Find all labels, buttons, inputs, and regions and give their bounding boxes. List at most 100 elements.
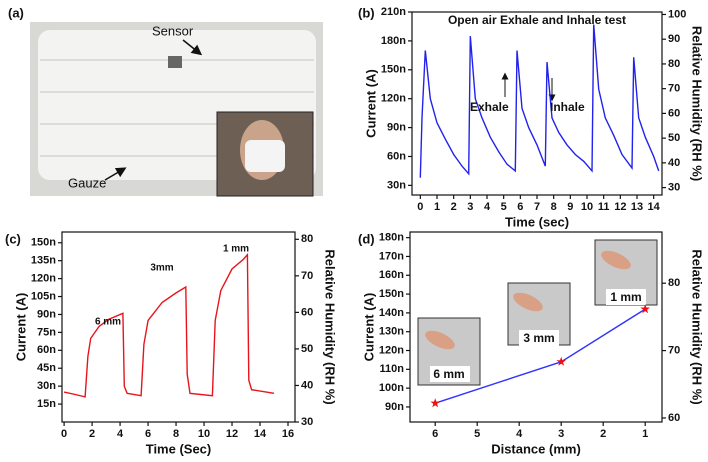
x-tick-label: 1 <box>642 428 648 440</box>
chart-title: Open air Exhale and Inhale test <box>448 13 626 27</box>
annotation: Inhale <box>550 100 585 114</box>
y2-axis-label: Relative Humidity (RH %) <box>323 249 338 404</box>
x-tick-label: 13 <box>631 201 643 213</box>
x-tick-label: 6 <box>432 428 438 440</box>
y2-tick-label: 30 <box>301 416 313 428</box>
y2-tick-label: 70 <box>668 344 680 356</box>
annotation: 3 mm <box>523 331 554 345</box>
y-tick-label: 150n <box>381 64 406 76</box>
x-tick-label: 3 <box>558 428 564 440</box>
y2-tick-label: 60 <box>301 306 313 318</box>
annotation: 1 mm <box>223 244 249 255</box>
y-tick-label: 75n <box>37 326 56 338</box>
y-tick-label: 170n <box>379 250 404 262</box>
x-tick-label: 11 <box>598 201 610 213</box>
x-tick-label: 4 <box>516 428 523 440</box>
sensor-label: Sensor <box>152 23 194 38</box>
y2-tick-label: 80 <box>668 277 680 289</box>
y-tick-label: 140n <box>379 307 404 319</box>
plot-frame <box>411 11 663 196</box>
y-axis-label: Current (A) <box>361 293 376 362</box>
x-tick-label: 12 <box>226 428 238 440</box>
x-tick-label: 10 <box>581 201 593 213</box>
finger <box>513 292 543 312</box>
annotation: 1 mm <box>610 290 641 304</box>
y-tick-label: 210n <box>381 6 406 18</box>
x-tick-label: 8 <box>551 201 557 213</box>
y-tick-label: 30n <box>387 179 406 191</box>
y-tick-label: 90n <box>385 401 404 413</box>
x-tick-label: 6 <box>517 201 523 213</box>
x-tick-label: 9 <box>567 201 573 213</box>
arrow <box>182 39 203 56</box>
star-marker <box>430 398 440 408</box>
y-axis-label: Current (A) <box>363 69 378 138</box>
panel-label: (a) <box>8 5 24 20</box>
y2-tick-label: 80 <box>668 58 680 70</box>
y-tick-label: 90n <box>387 121 406 133</box>
x-tick-label: 6 <box>145 428 151 440</box>
annotation: 3mm <box>150 263 173 274</box>
y-tick-label: 110n <box>380 363 405 375</box>
x-tick-label: 1 <box>434 201 440 213</box>
y-tick-label: 180n <box>381 35 406 47</box>
annotation: 6 mm <box>433 367 464 381</box>
x-tick-label: 10 <box>198 428 210 440</box>
panel-label: (d) <box>358 231 375 246</box>
y2-tick-label: 70 <box>301 270 313 282</box>
x-tick-label: 2 <box>451 201 457 213</box>
y-tick-label: 60n <box>37 344 56 356</box>
y2-tick-label: 50 <box>668 132 680 144</box>
y-tick-label: 150n <box>379 288 404 300</box>
arrow <box>104 167 127 181</box>
plot-frame <box>409 231 663 423</box>
y2-tick-label: 50 <box>301 343 313 355</box>
x-tick-label: 14 <box>648 201 661 213</box>
panel-label: (b) <box>358 5 375 20</box>
gauze-label: Gauze <box>68 175 106 190</box>
x-axis-label: Time (Sec) <box>146 441 212 456</box>
x-tick-label: 16 <box>282 428 294 440</box>
annotation: Exhale <box>470 100 509 114</box>
y-tick-label: 130n <box>379 326 404 338</box>
x-tick-label: 12 <box>614 201 626 213</box>
panel-label: (c) <box>5 231 21 246</box>
worn-mask <box>245 140 285 172</box>
y-tick-label: 45n <box>37 362 56 374</box>
x-tick-label: 14 <box>254 428 267 440</box>
y-tick-label: 60n <box>387 150 406 162</box>
data-line <box>419 24 660 178</box>
y-tick-label: 90n <box>37 308 56 320</box>
y-tick-label: 120n <box>379 344 404 356</box>
star-marker <box>556 356 566 366</box>
y2-tick-label: 80 <box>301 233 313 245</box>
star-marker <box>640 304 650 314</box>
y-tick-label: 180n <box>379 232 404 244</box>
y-tick-label: 15n <box>37 398 56 410</box>
x-axis-label: Time (sec) <box>505 214 569 229</box>
x-tick-label: 5 <box>474 428 480 440</box>
y2-tick-label: 90 <box>668 33 680 45</box>
annotation: 6 mm <box>95 317 121 328</box>
y2-tick-label: 40 <box>301 379 313 391</box>
inset-label-box <box>519 330 559 346</box>
x-tick-label: 0 <box>61 428 67 440</box>
finger <box>425 330 455 350</box>
y2-tick-label: 40 <box>668 157 680 169</box>
y-tick-label: 30n <box>37 380 56 392</box>
x-tick-label: 5 <box>501 201 507 213</box>
data-line <box>63 252 275 398</box>
y2-tick-label: 60 <box>668 107 680 119</box>
x-tick-label: 7 <box>534 201 540 213</box>
inset-label-box <box>606 289 646 305</box>
y-axis-label: Current (A) <box>13 293 28 362</box>
x-tick-label: 8 <box>173 428 179 440</box>
sensor <box>168 56 182 68</box>
x-tick-label: 3 <box>467 201 473 213</box>
y-tick-label: 105n <box>31 290 56 302</box>
y-tick-label: 120n <box>381 93 406 105</box>
x-tick-label: 4 <box>117 428 124 440</box>
inset-label-box <box>430 366 470 382</box>
y2-axis-label: Relative Humidity (RH %) <box>690 249 705 404</box>
